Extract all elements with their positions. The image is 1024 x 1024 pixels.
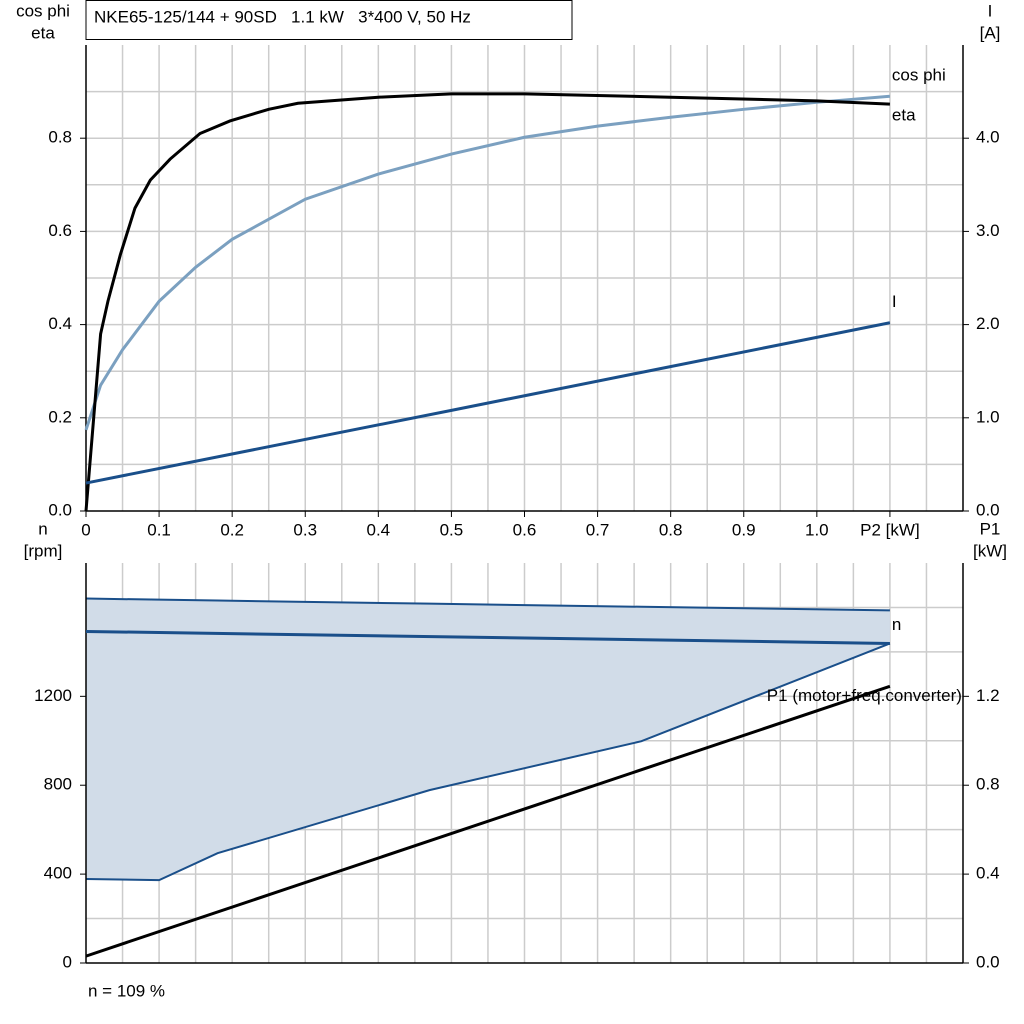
series-line	[84, 92, 890, 512]
y2-tick-label: 0.4	[976, 864, 1000, 883]
y2-tick-label: 3.0	[976, 221, 1000, 240]
x-tick-label: 0.9	[732, 520, 756, 539]
operating-area	[86, 598, 890, 881]
x-tick-label: 0.4	[367, 520, 391, 539]
y-tick-label: 0.4	[48, 314, 72, 333]
x-tick-label: 0.7	[586, 520, 610, 539]
series-line	[84, 94, 891, 431]
y2-axis-label: P1	[980, 519, 1001, 538]
y-tick-label: 0.6	[48, 221, 72, 240]
y2-tick-label: 1.2	[976, 686, 1000, 705]
x-tick-label: 0.2	[220, 520, 244, 539]
series-label: cos phi	[892, 66, 946, 85]
y2-tick-label: 2.0	[976, 314, 1000, 333]
title-box	[85, 0, 573, 40]
y-axis-label: [rpm]	[24, 541, 63, 560]
y-tick-label: 0.2	[48, 407, 72, 426]
x-tick-label: 0.5	[440, 520, 464, 539]
note: n = 109 %	[88, 981, 165, 1000]
y2-tick-label: 0.0	[976, 500, 1000, 519]
area-upper-edge	[85, 597, 890, 612]
series-label: P1 (motor+freq.converter)	[767, 686, 962, 705]
area-lower-edge	[85, 642, 891, 882]
y-tick-label: 0.0	[48, 500, 72, 519]
x-tick-label: 0.6	[513, 520, 537, 539]
x-tick-label: 1.0	[805, 520, 829, 539]
x-tick-label: 0.8	[659, 520, 683, 539]
y-axis-label: eta	[31, 23, 55, 42]
series-line	[85, 629, 890, 645]
y2-axis-label: I	[988, 1, 993, 20]
y-tick-label: 400	[44, 864, 72, 883]
y-tick-label: 0.8	[48, 128, 72, 147]
y2-tick-label: 4.0	[976, 128, 1000, 147]
y-tick-label: 1200	[34, 686, 72, 705]
y2-tick-label: 0.0	[976, 952, 1000, 971]
series-line	[85, 321, 891, 485]
y-tick-label: 800	[44, 775, 72, 794]
series-label: eta	[892, 106, 916, 125]
y2-axis-label: [kW]	[973, 541, 1007, 560]
x-tick-label: 0.3	[293, 520, 317, 539]
y2-tick-label: 1.0	[976, 407, 1000, 426]
y2-axis-label: [A]	[980, 23, 1001, 42]
y-axis-label: n	[38, 519, 47, 538]
series-label: n	[892, 615, 901, 634]
x-tick-label: 0	[81, 520, 90, 539]
y2-tick-label: 0.8	[976, 775, 1000, 794]
series-line	[85, 684, 891, 958]
y-tick-label: 0	[63, 952, 72, 971]
chart-title: NKE65-125/144 + 90SD 1.1 kW 3*400 V, 50 …	[94, 7, 471, 26]
y-axis-label: cos phi	[16, 1, 70, 20]
x-tick-label: P2 [kW]	[860, 520, 920, 539]
series-label: I	[892, 292, 897, 311]
x-tick-label: 0.1	[147, 520, 171, 539]
